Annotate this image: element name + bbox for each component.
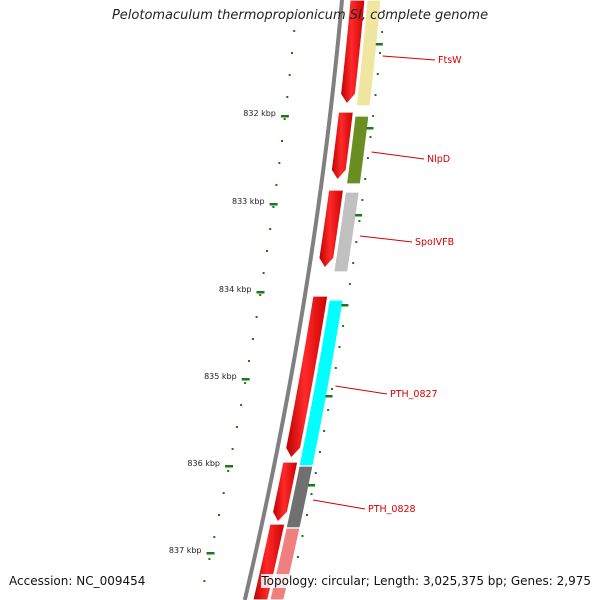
minor-tick-dot [266,250,268,252]
major-tick [225,465,233,468]
minor-tick-dot [278,162,281,164]
minor-tick-dot [372,115,375,117]
gene-block [332,191,360,273]
minor-tick-dot [327,409,330,411]
minor-tick-dot [314,472,317,474]
minor-tick-dot [366,157,369,159]
major-tick [269,203,278,206]
gene-label: FtsW [438,55,462,66]
label-leader [335,385,388,395]
minor-tick-dot [251,338,254,340]
minor-tick-dot [296,556,299,558]
minor-tick-dot [269,228,272,230]
minor-tick-dot [369,136,372,138]
minor-tick-dot [203,580,206,582]
minor-tick [308,484,316,487]
minor-tick-dot [331,388,333,390]
minor-tick-dot [275,184,278,186]
minor-tick-dot [342,325,345,327]
major-tick [241,378,250,381]
gene-track [269,0,382,600]
minor-tick-dot [301,535,304,537]
cds-arrow [339,0,366,106]
minor-tick-dot [323,430,326,432]
minor-tick [375,43,383,46]
tick-label: 833 kbp [232,197,265,206]
backbone-line [242,0,344,600]
cds-track [252,0,366,600]
minor-tick [341,304,349,307]
cds-arrow [318,189,345,270]
gene-label: NlpD [427,154,450,165]
minor-tick-dot [310,493,313,495]
accession-text: Accession: NC_009454 [9,574,146,588]
minor-tick-dot [259,294,262,296]
minor-tick-dot [231,448,234,450]
minor-tick-dot [383,10,386,12]
gene-labels: FtsW NlpD SpoIVFB PTH_0827 PTH_0828 [312,55,462,515]
label-leader [371,151,425,160]
minor-tick-dot [352,262,355,264]
minor-tick-dot [381,31,384,33]
minor-tick-dot [227,470,230,472]
minor-tick-dot [379,52,381,54]
gene-block [355,0,382,107]
minor-tick-dot [240,404,243,406]
major-tick [206,552,215,555]
tick-label: 837 kbp [169,546,202,555]
minor-tick-dot [348,283,351,285]
cds-arrow [271,461,299,524]
cds-arrow [330,111,355,182]
label-leader [312,499,366,510]
minor-tick-dot [355,241,358,243]
map-title: Pelotomaculum thermopropionicum SI, comp… [111,8,489,23]
major-tick [280,115,289,118]
minor-tick-dot [334,367,337,369]
minor-tick-dot [235,426,238,428]
minor-tick-dot [361,199,364,201]
minor-tick-dot [213,536,216,538]
minor-tick-dot [358,220,361,222]
minor-tick-dot [218,514,220,516]
tick-label: 835 kbp [204,372,237,381]
gene-label: PTH_0827 [390,389,438,400]
minor-tick-dot [248,360,250,362]
minor-tick-dot [291,52,293,54]
minor-tick-dot [272,206,275,208]
gene-block [345,115,370,185]
major-tick [256,291,265,294]
topology-summary: Topology: circular; Length: 3,025,375 bp… [261,574,591,588]
minor-tick-dot [293,30,296,32]
minor-tick-dot [255,316,258,318]
scale-ticks: 832 kbp 833 kbp 834 kbp 835 kbp 836 kbp 837 k… [169,43,383,555]
backbone [242,0,344,600]
gene-label: SpoIVFB [415,237,454,248]
minor-tick-dot [281,140,283,142]
minor-tick-dot [262,272,265,274]
minor-tick-dot [208,558,211,560]
minor-tick-dot [283,118,286,120]
cds-arrow [252,523,286,600]
cds-arrow [284,295,329,460]
minor-tick-dot [374,94,377,96]
tick-label: 836 kbp [187,459,220,468]
label-leader [382,55,436,61]
minor-tick [366,127,374,130]
minor-tick-dot [222,492,225,494]
tick-label: 832 kbp [243,109,276,118]
minor-tick-dot [319,451,321,453]
label-leader [360,235,413,243]
minor-tick-dot [306,514,308,516]
minor-tick-dot [338,346,341,348]
tick-label: 834 kbp [219,285,252,294]
minor-tick-dot [288,74,291,76]
minor-tick [355,214,363,217]
minor-tick-dot [364,178,367,180]
minor-tick-dot [244,382,247,384]
gene-label: PTH_0828 [368,504,416,515]
minor-tick-dot [376,73,379,75]
minor-tick-dot [286,96,289,98]
minor-tick [325,395,333,398]
